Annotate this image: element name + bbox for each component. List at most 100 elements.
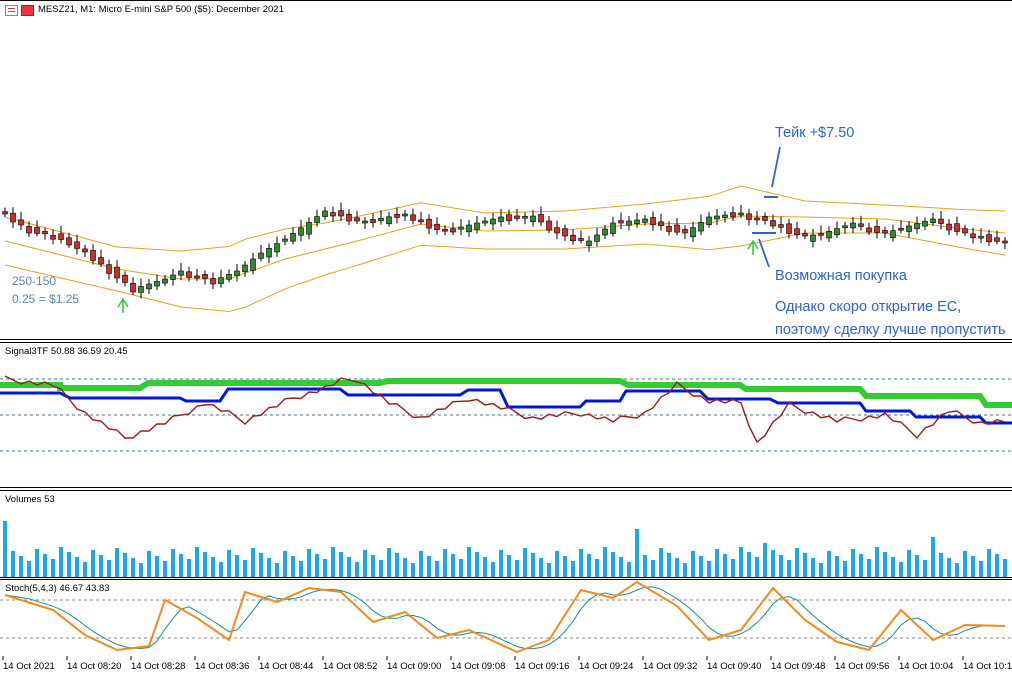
volume-bar [227, 550, 231, 577]
candle-body [258, 252, 264, 259]
volume-bar [875, 547, 879, 577]
signal3tf-pane[interactable]: Signal3TF 50.88 36.59 20.45 [0, 342, 1012, 488]
volume-bar [187, 559, 191, 577]
candle-body [594, 234, 600, 242]
bollinger-upper [4, 185, 1006, 252]
candle-body [666, 225, 672, 232]
volume-bar [171, 549, 175, 577]
candle-body [938, 218, 944, 224]
candle-body [882, 230, 888, 234]
volumes-pane[interactable]: Volumes 53 [0, 490, 1012, 578]
candle-body [234, 270, 240, 276]
candle-body [66, 237, 72, 246]
volume-bar [67, 552, 71, 577]
candle-body [650, 217, 656, 226]
volume-bar [355, 562, 359, 577]
candle-body [346, 213, 352, 222]
candle-body [522, 215, 528, 219]
volume-bar [555, 551, 559, 577]
volume-bar [459, 559, 463, 577]
candle-body [226, 274, 232, 280]
candle-body [74, 241, 80, 249]
time-label: 14 Oct 09:32 [643, 661, 698, 672]
candle-body [2, 211, 8, 215]
stoch-main-line [4, 580, 1006, 654]
candle-body [954, 223, 960, 232]
candle-body [858, 223, 864, 227]
volume-bar [779, 555, 783, 577]
candle-body [794, 228, 800, 236]
volume-bar [699, 556, 703, 577]
candle-body [962, 228, 968, 234]
candle-body [906, 225, 912, 232]
candle-body [634, 219, 640, 225]
candle-body [866, 227, 872, 233]
signal-red-line [4, 375, 1006, 444]
candle-body [282, 238, 288, 242]
volume-bar [691, 551, 695, 577]
candle-body [130, 282, 136, 293]
candle-body [274, 243, 280, 253]
volume-bar [339, 552, 343, 577]
candle-body [466, 224, 472, 233]
volume-bar [315, 554, 319, 577]
candle-body [434, 223, 440, 230]
volume-bar [571, 561, 575, 577]
candle-body [738, 212, 744, 216]
candle-body [210, 278, 216, 285]
candle-body [410, 214, 416, 221]
candle-body [26, 226, 32, 234]
volume-bar [627, 562, 631, 577]
volume-bar [931, 537, 935, 577]
volume-bar [731, 559, 735, 577]
candle-body [154, 281, 160, 287]
stoch-signal-line [4, 586, 1006, 650]
up-arrow-icon [117, 297, 129, 313]
candle-body [426, 218, 432, 229]
candle-body [618, 220, 624, 224]
volume-bar [435, 561, 439, 577]
candle-body [786, 223, 792, 234]
stochastic-pane[interactable]: Stoch(5,4,3) 46.67 43.83 [0, 579, 1012, 657]
volume-bar [163, 561, 167, 577]
candle-body [538, 214, 544, 223]
volume-bar [331, 547, 335, 577]
candle-body [874, 226, 880, 233]
volume-bar [139, 563, 143, 577]
price-chart-pane[interactable]: MESZ21, M1: Micro E-mini S&P 500 ($5): D… [0, 0, 1012, 340]
candle-body [754, 217, 760, 221]
time-label: 14 Oct 08:28 [131, 661, 186, 672]
volume-bar [547, 563, 551, 577]
time-label: 14 Oct 09:16 [515, 661, 570, 672]
candle-body [378, 217, 384, 221]
ratio-label: 250-150 [12, 274, 57, 288]
candle-body [170, 274, 176, 280]
candle-body [194, 275, 200, 279]
volume-bar [579, 549, 583, 577]
volume-bar [851, 549, 855, 577]
volume-bar [523, 548, 527, 577]
candle-body [850, 222, 856, 229]
volume-bar [291, 556, 295, 577]
volume-bar [371, 555, 375, 577]
candle-body [922, 221, 928, 227]
volume-bar [387, 548, 391, 577]
candle-body [106, 264, 112, 274]
volume-bar [43, 554, 47, 577]
candle-body [682, 229, 688, 234]
volume-bar [771, 550, 775, 577]
volume-bar [267, 558, 271, 577]
candle-body [690, 227, 696, 238]
candle-body [490, 218, 496, 225]
candle-body [186, 271, 192, 278]
candle-body [818, 233, 824, 236]
volume-bar [155, 556, 159, 577]
candle-body [82, 248, 88, 253]
volume-bar [299, 561, 303, 577]
signal-title: Signal3TF 50.88 36.59 20.45 [5, 346, 128, 357]
candle-body [498, 216, 504, 222]
volume-bar [259, 553, 263, 577]
volume-bar [275, 563, 279, 577]
candle-body [714, 215, 720, 220]
candle-body [514, 215, 520, 219]
